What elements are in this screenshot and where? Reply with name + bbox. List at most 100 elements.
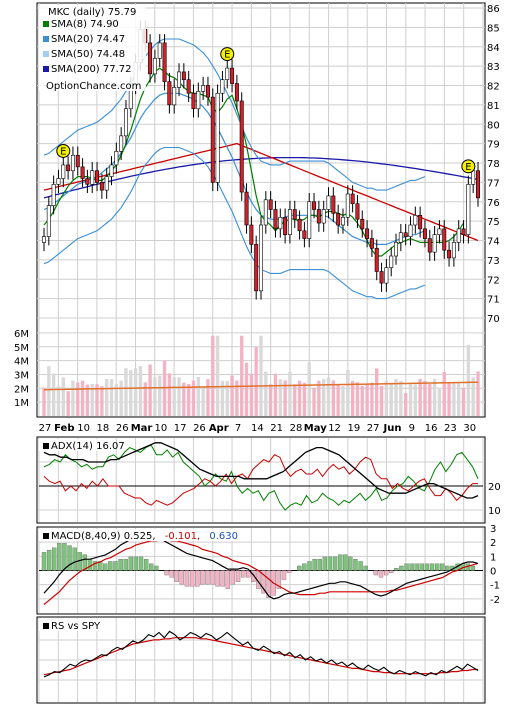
macd-axis-ticks: 3 2 1 0 -1 -2 xyxy=(490,524,500,606)
legend-entry: SMA(20) 74.47 xyxy=(51,34,125,45)
macd-histogram-bar xyxy=(261,570,266,594)
macd-label-line: MACD(8,40,9) 0.525, -0.101, 0.630 xyxy=(51,531,238,542)
volume-bar xyxy=(288,371,292,416)
earnings-marker xyxy=(56,143,71,158)
volume-tick-label: 6M xyxy=(14,329,29,340)
adx-label: ADX(14) 16.07 xyxy=(51,441,125,452)
volume-bar xyxy=(114,384,119,416)
candle-body xyxy=(42,236,46,243)
macd-histogram-bar xyxy=(251,570,256,582)
macd-histogram-bar xyxy=(52,547,57,571)
candle-body xyxy=(437,228,442,235)
candle-body xyxy=(413,215,418,226)
macd-signal-value: -0.101, xyxy=(165,531,200,542)
candle-body xyxy=(191,92,196,110)
volume-bar xyxy=(457,382,461,416)
candle-body xyxy=(273,209,278,230)
candle-body xyxy=(196,91,201,110)
macd-histogram-bar xyxy=(394,568,399,571)
adx-panel-frame xyxy=(36,436,486,524)
volume-bar xyxy=(365,384,369,416)
macd-histogram-bar xyxy=(220,570,225,587)
candle-body xyxy=(85,178,90,185)
volume-bar xyxy=(109,379,114,416)
macd-histogram-bar xyxy=(322,556,327,571)
candle-body xyxy=(104,176,109,191)
price-tick-label: 74 xyxy=(487,237,500,248)
macd-histogram-bar xyxy=(373,570,379,576)
candle-body xyxy=(51,184,56,206)
macd-histogram-bar xyxy=(434,563,440,571)
candle-body xyxy=(167,81,172,106)
volume-bar xyxy=(307,362,311,416)
volume-bar xyxy=(384,380,389,416)
volume-bar xyxy=(461,387,466,416)
volume-bar xyxy=(85,384,90,416)
volume-tick-label: 3M xyxy=(14,370,29,381)
candle-body xyxy=(471,170,476,185)
rs-average-line xyxy=(43,637,478,676)
candle-body xyxy=(302,230,307,239)
volume-bar xyxy=(428,384,432,416)
price-tick-label: 73 xyxy=(487,256,500,267)
volume-average-line xyxy=(43,381,479,391)
volume-bar xyxy=(235,380,239,416)
candle-body xyxy=(394,242,399,257)
candle-body xyxy=(201,85,206,92)
candle-body xyxy=(254,244,259,292)
volume-bar xyxy=(268,384,273,416)
macd-histogram-bar xyxy=(82,554,88,571)
bollinger-upper xyxy=(43,38,426,191)
volume-bar xyxy=(100,386,104,416)
adx-tick-label: 10 xyxy=(488,506,501,517)
volume-bar xyxy=(355,382,360,416)
macd-histogram-bar xyxy=(72,547,77,571)
macd-swatch xyxy=(43,533,49,539)
macd-histogram-bar xyxy=(337,554,343,571)
macd-histogram-bar xyxy=(67,545,72,571)
volume-tick-label: 5M xyxy=(14,343,29,354)
macd-histogram-bar xyxy=(108,561,113,571)
candle-body xyxy=(61,164,66,179)
candle-body xyxy=(422,228,427,239)
candle-body xyxy=(427,238,432,253)
date-tick-label: 10 xyxy=(154,423,167,434)
macd-histogram-bar xyxy=(143,559,149,571)
macd-signal-line xyxy=(43,538,479,605)
volume-bar xyxy=(244,362,249,416)
macd-histogram-bar xyxy=(419,563,425,571)
volume-bar xyxy=(326,377,331,416)
macd-tick-label: 2 xyxy=(490,538,496,549)
macd-histogram-bar xyxy=(358,561,363,571)
volume-bar xyxy=(129,370,133,416)
volume-bar xyxy=(158,375,162,416)
macd-histogram-bar xyxy=(189,570,195,587)
macd-histogram-bar xyxy=(363,565,368,571)
watermark: OptionChance.com xyxy=(46,81,141,92)
macd-histogram-bar xyxy=(128,556,133,571)
macd-histogram-bar xyxy=(154,565,159,571)
macd-histogram-bar xyxy=(246,570,251,578)
volume-bar xyxy=(273,373,278,416)
macd-histogram-bar xyxy=(205,570,210,585)
macd-histogram-bar xyxy=(327,556,333,571)
macd-histogram-bar xyxy=(118,559,123,571)
volume-bar xyxy=(240,335,244,416)
date-tick-label: 18 xyxy=(97,423,110,434)
rs-line xyxy=(43,630,479,678)
volume-bar xyxy=(76,382,80,416)
volume-bar xyxy=(153,377,157,416)
volume-bar xyxy=(331,380,336,416)
volume-bar xyxy=(254,346,258,416)
bollinger-lower xyxy=(43,146,426,300)
candle-body xyxy=(432,234,437,253)
macd-histogram-bar xyxy=(41,552,47,571)
dim-line xyxy=(43,454,478,506)
macd-tick-label: 0 xyxy=(490,567,496,578)
legend-entry: SMA(200) 77.72 xyxy=(51,64,132,75)
volume-bar xyxy=(312,387,316,416)
volume-bar xyxy=(346,370,350,416)
adx-tick-label: 20 xyxy=(488,482,501,493)
volume-bar xyxy=(95,384,99,416)
